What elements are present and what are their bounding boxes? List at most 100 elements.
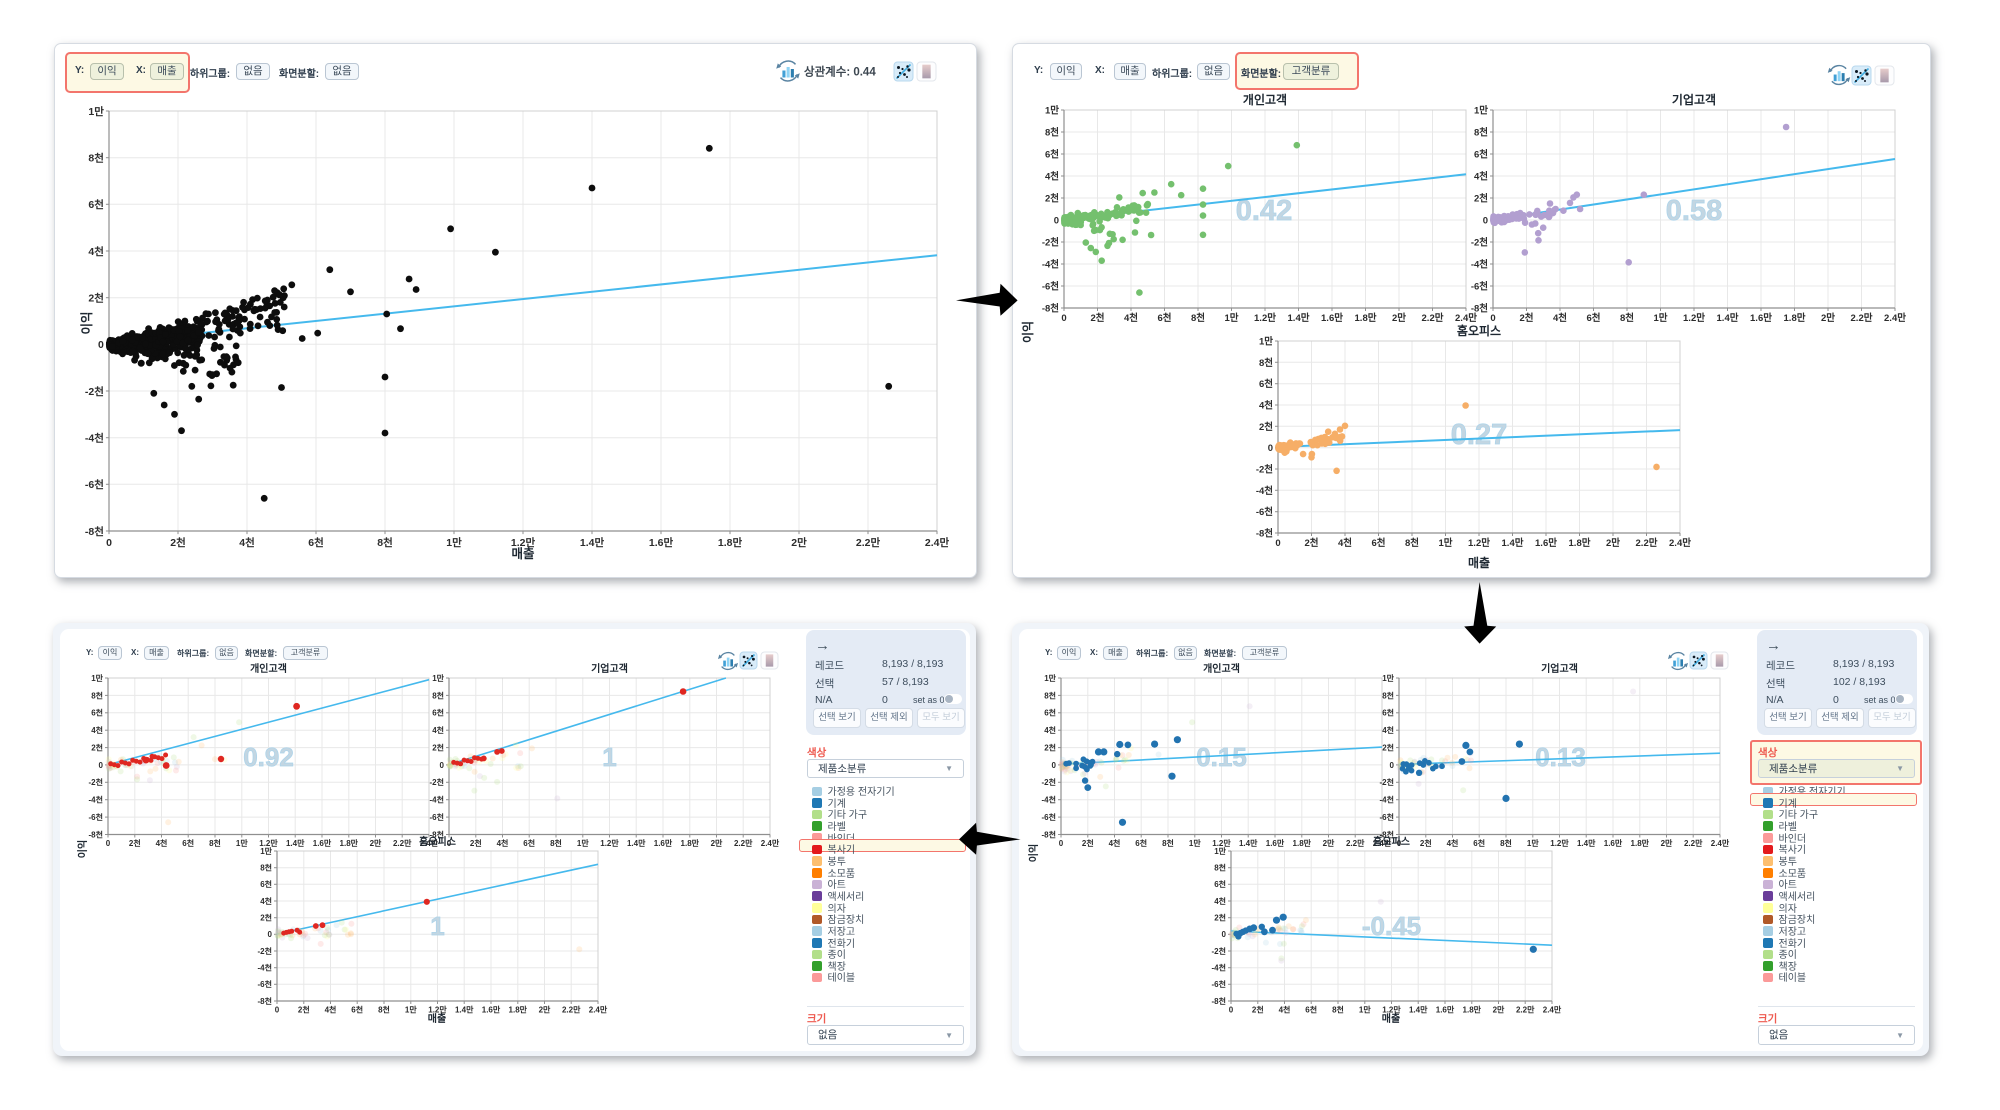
svg-text:2천: 2천: [1304, 538, 1318, 549]
svg-text:2천: 2천: [1044, 742, 1056, 752]
svg-text:6천: 6천: [91, 708, 103, 718]
svg-text:1만: 1만: [260, 846, 272, 856]
svg-text:8천: 8천: [1044, 690, 1056, 700]
svg-text:2만: 2만: [1661, 838, 1673, 848]
svg-text:0: 0: [268, 930, 273, 939]
svg-text:-0.45: -0.45: [1362, 911, 1421, 941]
svg-text:2.4만: 2.4만: [1543, 1005, 1562, 1015]
svg-text:1.4만: 1.4만: [286, 838, 305, 848]
svg-text:-2천: -2천: [1212, 946, 1226, 956]
svg-text:2.2만: 2.2만: [1851, 312, 1873, 324]
svg-text:8천: 8천: [1405, 538, 1419, 549]
svg-text:0: 0: [1052, 761, 1057, 770]
svg-text:2.2만: 2.2만: [1636, 537, 1658, 549]
svg-text:4천: 4천: [239, 536, 255, 549]
svg-text:2.4만: 2.4만: [925, 536, 950, 549]
svg-text:-4천: -4천: [1380, 795, 1394, 805]
svg-text:6천: 6천: [182, 838, 194, 848]
svg-text:매출: 매출: [511, 546, 535, 561]
svg-text:2천: 2천: [1420, 838, 1432, 848]
svg-text:6천: 6천: [1044, 708, 1056, 718]
svg-text:홈오피스: 홈오피스: [1373, 835, 1410, 848]
svg-text:2.2만: 2.2만: [1422, 312, 1444, 324]
svg-text:-2천: -2천: [85, 385, 104, 398]
svg-text:1.6만: 1.6만: [1750, 312, 1772, 324]
svg-text:1.2만: 1.2만: [1254, 312, 1276, 324]
svg-text:2.2만: 2.2만: [393, 838, 412, 848]
svg-text:1.4만: 1.4만: [580, 536, 605, 549]
svg-text:1만: 1만: [1359, 1005, 1371, 1015]
svg-text:2천: 2천: [1474, 193, 1488, 204]
svg-text:1.8만: 1.8만: [681, 838, 700, 848]
svg-text:2.4만: 2.4만: [420, 838, 439, 848]
svg-text:-4천: -4천: [85, 431, 104, 444]
svg-text:1만: 1만: [405, 1005, 417, 1015]
svg-text:0.42: 0.42: [1236, 195, 1292, 227]
svg-text:1.4만: 1.4만: [1288, 312, 1310, 324]
svg-text:1.6만: 1.6만: [1535, 537, 1557, 549]
svg-text:1만: 1만: [236, 838, 248, 848]
svg-text:4천: 4천: [1279, 1005, 1291, 1015]
svg-text:-6천: -6천: [85, 478, 104, 491]
svg-text:2천: 2천: [1045, 193, 1059, 204]
svg-text:상관계수: 0.44: 상관계수: 0.44: [804, 65, 876, 79]
svg-text:4천: 4천: [156, 838, 168, 848]
svg-text:0: 0: [1059, 839, 1064, 848]
svg-text:2만: 2만: [711, 838, 723, 848]
svg-text:1: 1: [430, 911, 444, 941]
svg-text:1.4만: 1.4만: [455, 1005, 474, 1015]
svg-text:2만: 2만: [1606, 537, 1620, 549]
svg-text:-2천: -2천: [1380, 777, 1394, 787]
svg-text:1.8만: 1.8만: [340, 838, 359, 848]
svg-text:1만: 1만: [446, 536, 462, 549]
svg-text:2.2만: 2.2만: [1346, 838, 1365, 848]
svg-text:2천: 2천: [88, 291, 104, 304]
svg-text:2.4만: 2.4만: [1711, 838, 1730, 848]
svg-text:-4천: -4천: [430, 795, 444, 805]
svg-text:-8천: -8천: [1042, 829, 1056, 839]
svg-text:1만: 1만: [1653, 312, 1667, 324]
svg-text:1만: 1만: [432, 673, 444, 683]
svg-text:4천: 4천: [1214, 896, 1226, 906]
svg-text:-8천: -8천: [430, 829, 444, 839]
svg-text:1만: 1만: [1214, 846, 1226, 856]
svg-text:1.2만: 1.2만: [1468, 537, 1490, 549]
svg-text:8천: 8천: [1214, 863, 1226, 873]
svg-text:-8천: -8천: [1256, 528, 1273, 539]
svg-text:1.2만: 1.2만: [511, 536, 536, 549]
svg-text:-8천: -8천: [1380, 829, 1394, 839]
svg-text:매출: 매출: [1382, 1012, 1400, 1025]
svg-text:-2천: -2천: [1042, 777, 1056, 787]
svg-text:1.2만: 1.2만: [1683, 312, 1705, 324]
svg-text:0: 0: [1229, 1006, 1234, 1015]
svg-text:1.8만: 1.8만: [1569, 537, 1591, 549]
svg-text:0: 0: [1054, 215, 1059, 226]
svg-text:1.6만: 1.6만: [1266, 838, 1285, 848]
svg-text:0: 0: [1490, 313, 1495, 324]
svg-text:-2천: -2천: [430, 777, 444, 787]
svg-text:1.4만: 1.4만: [1239, 838, 1258, 848]
svg-text:1.6만: 1.6만: [313, 838, 332, 848]
svg-text:8천: 8천: [260, 863, 272, 873]
svg-text:1: 1: [602, 742, 616, 772]
svg-text:8천: 8천: [1382, 690, 1394, 700]
svg-text:-2천: -2천: [1471, 237, 1488, 248]
svg-text:6천: 6천: [1135, 838, 1147, 848]
svg-text:이익: 이익: [1020, 321, 1035, 343]
svg-text:4천: 4천: [1553, 313, 1567, 324]
svg-text:1만: 1만: [1259, 335, 1273, 347]
svg-text:0: 0: [1275, 538, 1280, 549]
svg-text:0: 0: [99, 761, 104, 770]
svg-text:2천: 2천: [1082, 838, 1094, 848]
svg-text:1.6만: 1.6만: [1321, 312, 1343, 324]
svg-text:1.2만: 1.2만: [1382, 1005, 1401, 1015]
svg-text:0: 0: [1222, 930, 1227, 939]
svg-text:4천: 4천: [1044, 725, 1056, 735]
svg-text:2천: 2천: [129, 838, 141, 848]
svg-text:-6천: -6천: [1212, 979, 1226, 989]
svg-text:-8천: -8천: [89, 829, 103, 839]
svg-text:2.4만: 2.4만: [1373, 838, 1392, 848]
svg-text:2천: 2천: [1259, 422, 1273, 433]
svg-text:8천: 8천: [1500, 838, 1512, 848]
svg-text:6천: 6천: [260, 879, 272, 889]
